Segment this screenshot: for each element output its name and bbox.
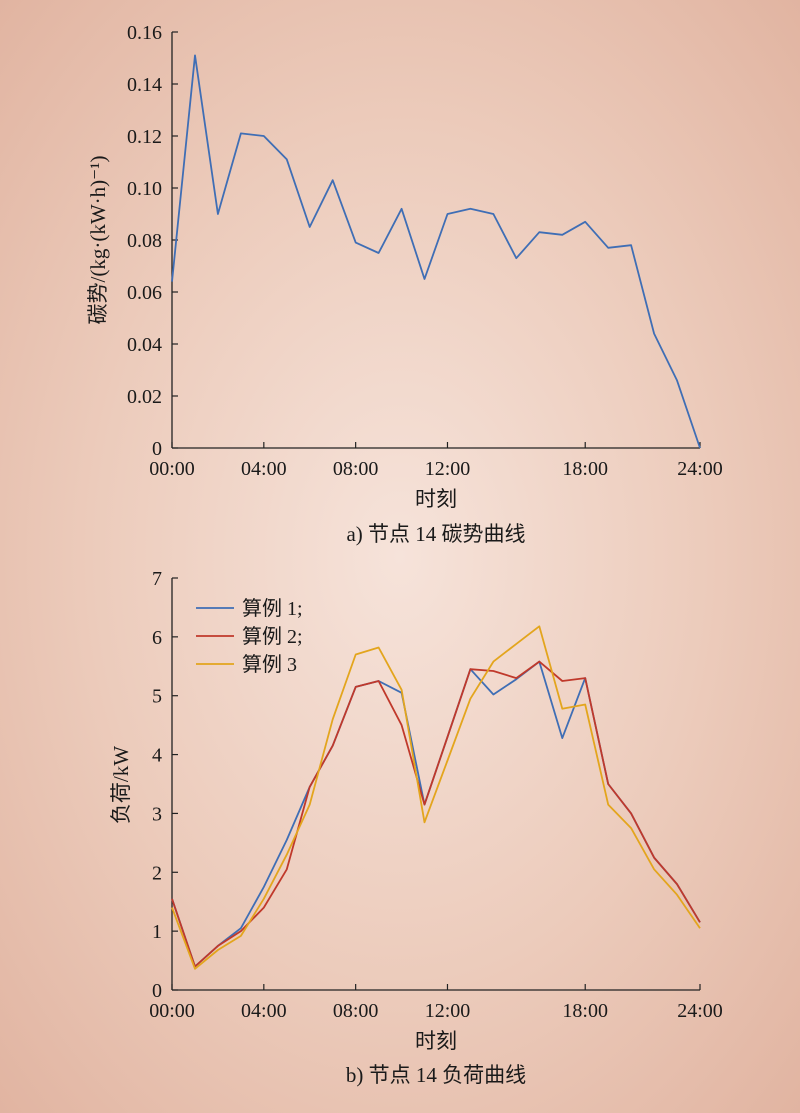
x-tick-label-b: 24:00	[677, 1000, 723, 1022]
y-tick-label-a: 0.12	[127, 126, 162, 148]
x-tick-label-a: 04:00	[241, 458, 287, 480]
x-tick-label-a: 24:00	[677, 458, 723, 480]
y-tick-label-a: 0	[152, 438, 162, 460]
legend-label-2: 算例 2;	[242, 625, 303, 648]
x-tick-label-a: 18:00	[562, 458, 608, 480]
y-tick-label-a: 0.04	[127, 334, 162, 356]
y-tick-label-a: 0.08	[127, 230, 162, 252]
y-tick-label-b: 0	[152, 980, 162, 1002]
series-line-a-1	[171, 54, 701, 449]
chart-carbon-potential: 0 0.02 0.04 0.06 0.08 0.10 0.12 0.14 0.16 00:00 04…	[127, 22, 723, 480]
x-tick-label-a: 12:00	[425, 458, 471, 480]
caption-b: b) 节点 14 负荷曲线	[346, 1063, 526, 1087]
y-tick-label-b: 5	[152, 686, 162, 708]
y-axis-title-a: 碳势/(kg·(kW·h)⁻¹)	[86, 155, 110, 324]
x-tick-label-a: 00:00	[149, 458, 195, 480]
y-tick-label-b: 7	[152, 568, 162, 590]
y-tick-label-b: 1	[152, 921, 162, 943]
x-axis-title-b: 时刻	[415, 1029, 457, 1053]
chart-load: 0 1 2 3 4 5 6 7 00:00 04:00 08:00 12:00 18:00 24:00 算例…	[149, 568, 723, 1022]
y-tick-label-a: 0.02	[127, 386, 162, 408]
caption-a: a) 节点 14 碳势曲线	[346, 522, 525, 546]
x-tick-label-a: 08:00	[333, 458, 379, 480]
legend-label-1: 算例 1;	[242, 597, 303, 620]
x-tick-label-b: 00:00	[149, 1000, 195, 1022]
y-tick-label-a: 0.16	[127, 22, 162, 44]
y-tick-label-b: 3	[152, 803, 162, 825]
y-tick-label-b: 4	[152, 745, 162, 767]
x-tick-label-b: 18:00	[562, 1000, 608, 1022]
y-tick-label-a: 0.14	[127, 74, 162, 96]
legend-label-3: 算例 3	[242, 653, 297, 676]
x-tick-label-b: 08:00	[333, 1000, 379, 1022]
x-tick-label-b: 04:00	[241, 1000, 287, 1022]
y-axis-title-b: 负荷/kW	[109, 746, 133, 824]
x-tick-label-b: 12:00	[425, 1000, 471, 1022]
y-tick-label-b: 2	[152, 862, 162, 884]
y-tick-label-a: 0.10	[127, 178, 162, 200]
x-axis-title-a: 时刻	[415, 487, 457, 511]
y-tick-label-b: 6	[152, 627, 162, 649]
series-line-b-2	[171, 660, 701, 968]
series-line-b-3	[171, 625, 701, 970]
y-tick-label-a: 0.06	[127, 282, 162, 304]
